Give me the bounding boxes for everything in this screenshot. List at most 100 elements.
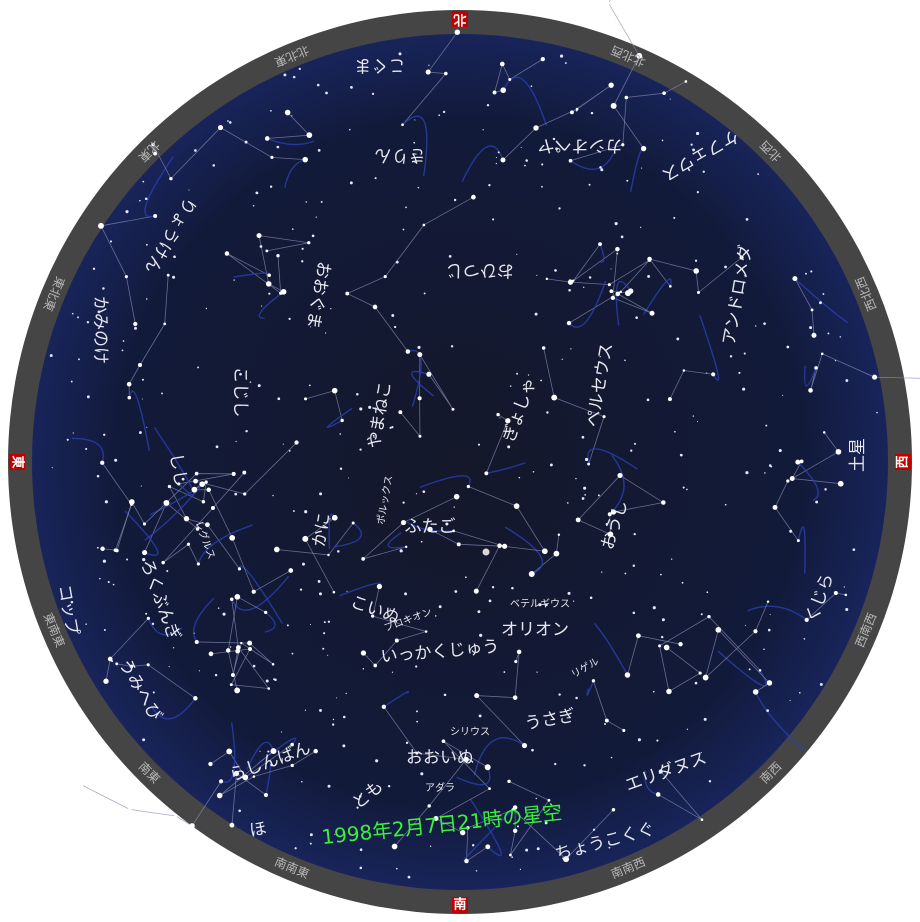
star-dot	[359, 848, 363, 852]
figure-outline	[642, 278, 672, 315]
star-dot	[646, 398, 650, 402]
figure-outline	[598, 243, 605, 263]
star-dot	[796, 539, 800, 543]
star-dot	[144, 197, 148, 200]
star-dot	[80, 783, 84, 787]
figure-outline	[71, 437, 104, 463]
constellation-line	[210, 599, 270, 690]
star-dot	[420, 772, 424, 776]
star-dot	[569, 278, 571, 281]
star-dot	[267, 750, 270, 753]
star-dot	[626, 179, 629, 182]
star-dot	[567, 279, 574, 285]
star-dot	[265, 281, 272, 287]
star-dot	[415, 493, 418, 495]
figure-outline	[461, 145, 504, 182]
star-dot	[570, 348, 572, 350]
star-dot	[540, 379, 542, 382]
star-dot	[601, 571, 603, 573]
star-dot	[429, 845, 432, 847]
constellation-label: ほ	[248, 819, 268, 842]
star-dot	[299, 588, 303, 591]
star-dot	[647, 258, 652, 262]
star-dot	[442, 110, 446, 114]
star-dot	[486, 104, 490, 107]
star-dot	[805, 272, 807, 275]
constellation-line	[608, 0, 644, 149]
star-dot	[217, 124, 224, 131]
star-dot	[661, 618, 665, 622]
star-dot	[391, 313, 395, 317]
constellation-line	[168, 482, 240, 570]
star-dot	[843, 586, 845, 588]
star-dot	[473, 588, 479, 594]
star-dot	[327, 620, 330, 623]
star-dot	[243, 492, 247, 496]
figure-outline	[804, 365, 817, 387]
star-dot	[552, 137, 556, 141]
star-dot	[115, 548, 119, 553]
star-dot	[607, 283, 611, 287]
star-dot	[383, 275, 387, 279]
star-dot	[196, 562, 200, 566]
star-dot	[814, 366, 818, 370]
star-dot	[277, 397, 281, 401]
star-dot	[405, 741, 409, 745]
star-dot	[824, 488, 827, 491]
constellation-line	[227, 596, 266, 691]
star-dot	[684, 80, 688, 83]
star-dot	[503, 671, 506, 673]
figure-outline	[238, 565, 283, 624]
star-dot	[98, 222, 104, 229]
star-dot	[359, 448, 362, 451]
star-dot	[508, 78, 512, 81]
star-dot	[795, 459, 801, 465]
star-dot	[662, 91, 666, 96]
star-dot	[453, 198, 457, 202]
star-dot	[738, 371, 741, 374]
star-dot	[96, 546, 99, 549]
star-dot	[298, 67, 301, 71]
stars-layer	[49, 1, 878, 879]
star-dot	[304, 510, 308, 514]
star-dot	[608, 82, 614, 88]
star-dot	[475, 870, 478, 872]
star-dot	[678, 642, 683, 647]
star-dot	[309, 326, 311, 328]
star-dot	[564, 62, 567, 64]
star-dot	[852, 548, 856, 552]
star-dot	[512, 695, 518, 700]
star-dot	[186, 542, 191, 546]
star-dot	[661, 139, 664, 142]
star-dot	[356, 806, 359, 809]
constellation-line	[100, 215, 156, 325]
star-dot	[433, 816, 439, 822]
figure-outline	[144, 156, 174, 218]
star-dot	[208, 761, 213, 767]
star-dot	[302, 156, 308, 163]
star-dot	[194, 471, 199, 476]
star-dot	[51, 467, 53, 469]
star-dot	[778, 449, 782, 453]
figure-outline	[609, 454, 625, 515]
star-dot	[702, 170, 705, 173]
star-dot	[610, 268, 612, 270]
star-dot	[558, 693, 561, 696]
star-dot	[269, 185, 273, 188]
star-dot	[423, 292, 426, 295]
star-dot	[768, 464, 772, 467]
star-dot	[499, 417, 501, 419]
star-dot	[478, 714, 482, 718]
star-dot	[267, 273, 271, 278]
figure-outline	[407, 349, 422, 407]
star-dot	[336, 697, 338, 699]
star-dot	[438, 114, 441, 117]
star-dot	[141, 378, 144, 381]
star-dot	[715, 626, 722, 633]
star-dot	[666, 688, 672, 695]
constellation-line	[362, 496, 457, 560]
star-dot	[696, 290, 701, 295]
star-dot	[168, 665, 170, 668]
star-dot	[474, 693, 480, 699]
star-dot	[276, 254, 280, 258]
